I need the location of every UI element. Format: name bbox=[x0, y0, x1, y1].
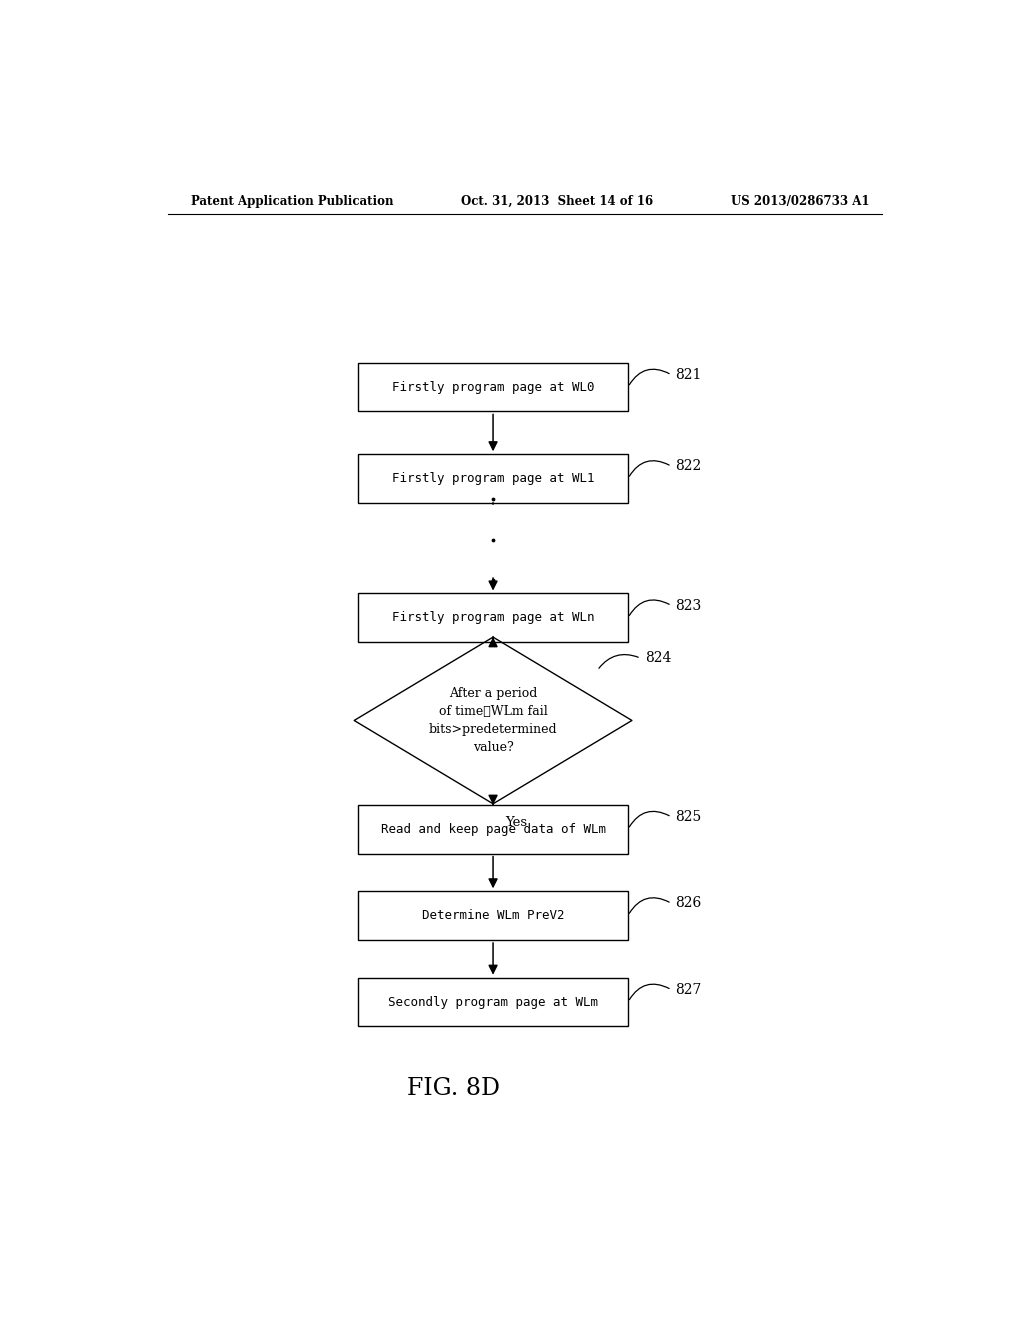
Bar bbox=[358, 454, 628, 503]
Text: 822: 822 bbox=[676, 459, 701, 474]
Text: FIG. 8D: FIG. 8D bbox=[407, 1077, 500, 1100]
Text: 825: 825 bbox=[676, 810, 701, 824]
Text: Secondly program page at WLm: Secondly program page at WLm bbox=[388, 995, 598, 1008]
Text: Determine WLm PreV2: Determine WLm PreV2 bbox=[422, 909, 564, 923]
Text: After a period
of time・WLm fail
bits>predetermined
value?: After a period of time・WLm fail bits>pre… bbox=[429, 686, 557, 754]
Text: 826: 826 bbox=[676, 896, 701, 911]
Text: Read and keep page data of WLm: Read and keep page data of WLm bbox=[381, 822, 605, 836]
Text: Firstly program page at WL1: Firstly program page at WL1 bbox=[392, 473, 594, 484]
Text: Oct. 31, 2013  Sheet 14 of 16: Oct. 31, 2013 Sheet 14 of 16 bbox=[461, 194, 653, 207]
Text: Firstly program page at WLn: Firstly program page at WLn bbox=[392, 611, 594, 624]
Text: 821: 821 bbox=[676, 368, 702, 381]
Text: Patent Application Publication: Patent Application Publication bbox=[191, 194, 394, 207]
Text: Firstly program page at WL0: Firstly program page at WL0 bbox=[392, 380, 594, 393]
Text: 827: 827 bbox=[676, 983, 702, 997]
Bar bbox=[358, 594, 628, 643]
Bar bbox=[358, 805, 628, 854]
Text: 824: 824 bbox=[645, 651, 671, 665]
Text: Yes: Yes bbox=[505, 816, 527, 829]
Bar bbox=[358, 978, 628, 1027]
Text: US 2013/0286733 A1: US 2013/0286733 A1 bbox=[731, 194, 869, 207]
Bar bbox=[358, 363, 628, 412]
Bar bbox=[358, 891, 628, 940]
Text: 823: 823 bbox=[676, 598, 701, 612]
